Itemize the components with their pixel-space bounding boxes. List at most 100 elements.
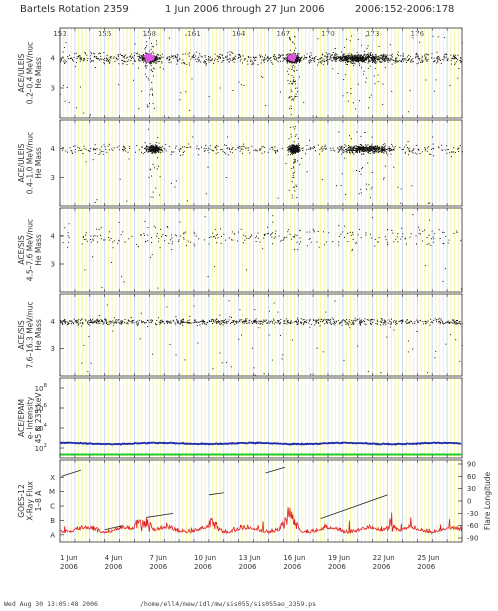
scatter-point: [398, 59, 400, 61]
scatter-point: [352, 58, 354, 60]
scatter-point: [288, 68, 290, 70]
scatter-point: [385, 58, 386, 60]
scatter-point: [126, 200, 128, 202]
scatter-point: [453, 147, 455, 149]
scatter-point: [360, 192, 362, 194]
scatter-point: [383, 147, 385, 149]
scatter-point: [272, 56, 274, 57]
y-tick-label: 4: [51, 145, 56, 153]
scatter-point: [153, 149, 155, 151]
scatter-point: [149, 62, 151, 64]
scatter-point: [291, 61, 293, 63]
scatter-point: [270, 234, 272, 236]
scatter-point: [309, 148, 311, 150]
scatter-point: [370, 197, 371, 199]
scatter-point: [227, 52, 229, 54]
scatter-point: [166, 226, 168, 227]
scatter-point: [357, 39, 359, 41]
highlight-point: [291, 55, 295, 58]
scatter-point: [290, 114, 292, 116]
scatter-point: [152, 51, 154, 53]
scatter-point: [412, 37, 414, 39]
scatter-point: [361, 60, 363, 62]
scatter-point: [259, 150, 261, 151]
scatter-point: [118, 84, 120, 86]
scatter-point: [298, 53, 300, 55]
scatter-point: [151, 146, 153, 148]
scatter-point: [61, 59, 63, 61]
scatter-point: [103, 239, 105, 241]
scatter-point: [417, 54, 419, 56]
scatter-point: [443, 56, 445, 58]
scatter-point: [367, 55, 369, 57]
scatter-point: [268, 58, 270, 60]
scatter-point: [424, 229, 426, 231]
scatter-point: [355, 241, 357, 243]
scatter-point: [151, 148, 153, 150]
scatter-point: [362, 60, 364, 62]
scatter-point: [320, 61, 322, 63]
scatter-point: [341, 57, 342, 59]
figure-date-range: 1 Jun 2006 through 27 Jun 2006: [165, 4, 325, 15]
scatter-point: [416, 55, 418, 57]
scatter-point: [328, 232, 330, 234]
scatter-point: [337, 56, 339, 58]
scatter-point: [367, 152, 369, 154]
scatter-point: [294, 159, 296, 161]
scatter-point: [170, 61, 172, 63]
scatter-point: [204, 60, 205, 62]
scatter-point: [129, 148, 131, 149]
scatter-point: [344, 144, 346, 146]
panel-ylabel-line: ACE/ULEIS: [17, 143, 26, 182]
scatter-point: [165, 143, 167, 145]
scatter-point: [371, 145, 373, 147]
scatter-point: [366, 77, 368, 79]
scatter-point: [374, 149, 376, 150]
scatter-point: [100, 58, 102, 60]
scatter-point: [289, 147, 291, 149]
scatter-point: [362, 153, 364, 155]
scatter-point: [344, 59, 346, 60]
scatter-point: [360, 54, 362, 56]
scatter-point: [123, 149, 125, 151]
scatter-point: [280, 240, 282, 242]
scatter-point: [288, 147, 290, 149]
scatter-point: [103, 144, 105, 146]
scatter-point: [62, 84, 64, 86]
scatter-point: [94, 201, 96, 203]
figure-title: Bartels Rotation 2359: [20, 4, 129, 15]
scatter-point: [384, 236, 386, 238]
scatter-point: [370, 94, 372, 96]
scatter-point: [153, 150, 155, 152]
scatter-point: [263, 56, 265, 58]
scatter-point: [340, 60, 342, 62]
scatter-point: [165, 150, 167, 152]
scatter-point: [200, 61, 202, 63]
scatter-point: [213, 150, 215, 152]
scatter-point: [85, 238, 87, 240]
scatter-point: [342, 53, 344, 55]
scatter-point: [261, 146, 263, 148]
scatter-point: [368, 150, 370, 152]
scatter-point: [292, 154, 294, 156]
scatter-point: [179, 57, 181, 59]
scatter-point: [150, 52, 152, 54]
scatter-point: [426, 53, 428, 55]
scatter-point: [172, 241, 174, 243]
scatter-point: [346, 39, 348, 41]
scatter-point: [326, 59, 328, 61]
scatter-point: [266, 57, 268, 59]
scatter-point: [159, 176, 161, 178]
scatter-point: [374, 60, 376, 62]
scatter-point: [293, 70, 295, 72]
scatter-point: [100, 150, 102, 152]
scatter-point: [152, 71, 153, 72]
scatter-point: [295, 55, 297, 57]
scatter-point: [288, 146, 290, 147]
scatter-point: [341, 146, 343, 148]
scatter-point: [159, 247, 161, 249]
scatter-point: [387, 241, 388, 243]
scatter-point: [78, 55, 80, 56]
scatter-point: [130, 55, 132, 57]
scatter-point: [297, 56, 299, 58]
